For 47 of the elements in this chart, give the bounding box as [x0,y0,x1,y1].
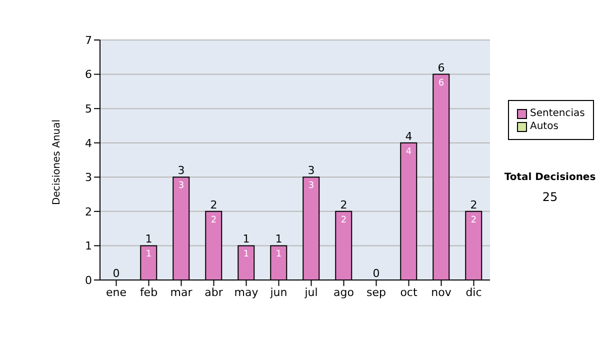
y-tick-label: 1 [85,240,92,253]
y-tick-label: 6 [85,68,92,82]
y-tick-label: 3 [85,171,92,184]
y-tick-label: 4 [85,136,92,150]
data-label: 1 [276,250,282,260]
data-label: 2 [210,215,217,226]
x-tick-label: dic [466,286,482,299]
x-tick-label: sep [366,286,386,299]
x-tick-label: abr [204,286,224,299]
total-label: 2 [470,198,478,212]
total-label: 2 [340,198,348,212]
x-tick-label: ago [334,286,354,299]
y-tick-label: 7 [85,34,92,47]
y-tick-label: 2 [85,205,92,218]
y-axis-title: Decisiones Anual [52,119,63,205]
y-tick-label: 5 [85,102,92,116]
total-label: 0 [372,267,380,280]
x-tick-label: jul [304,286,318,299]
data-label: 1 [146,250,152,260]
data-label: 2 [340,215,347,226]
total-label: 1 [145,232,152,246]
x-tick-label: jun [269,286,288,299]
legend-label: Autos [530,120,558,133]
total-label: 0 [112,267,120,280]
total-label: 2 [210,198,218,212]
total-label: 3 [178,164,185,178]
data-label: 3 [178,181,184,192]
legend-label: Sentencias [530,107,585,120]
x-tick-label: oct [400,286,418,299]
data-label: 3 [308,181,314,192]
text: 25 [541,190,559,204]
data-label: 2 [470,215,477,226]
total-label: 6 [438,61,445,74]
data-label: 6 [438,78,444,88]
total-label: 1 [275,232,282,246]
x-tick-label: may [234,286,259,299]
total-label: 4 [405,130,412,143]
data-label: 4 [406,146,412,157]
y-tick-label: 0 [85,274,92,287]
x-tick-label: feb [140,286,158,299]
data-label: 1 [243,250,250,260]
total-label: 1 [242,232,250,246]
total-label: 3 [308,164,315,178]
x-tick-label: mar [170,286,193,299]
x-tick-label: ene [106,286,127,299]
text: Total Decisiones [503,172,597,183]
x-tick-label: nov [431,286,452,299]
